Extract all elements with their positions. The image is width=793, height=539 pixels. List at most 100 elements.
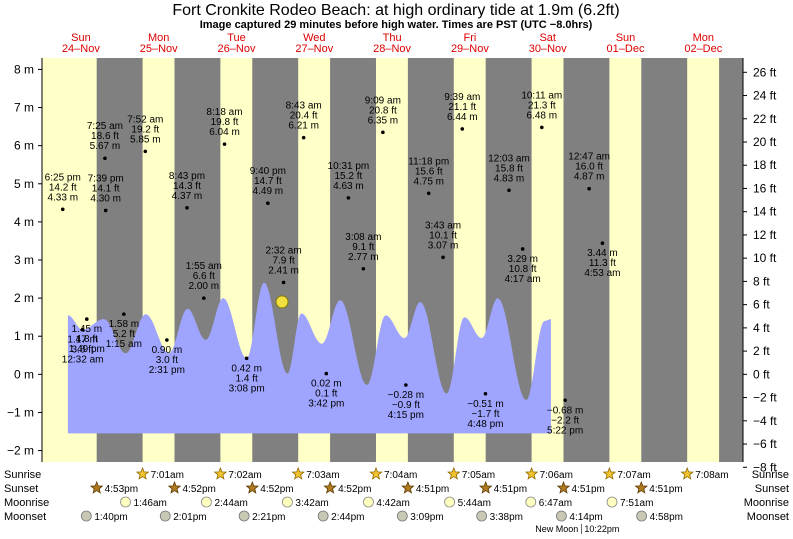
tide-ft-label: −0.9 ft <box>392 400 420 411</box>
tide-point <box>60 207 65 212</box>
row-label-moonrise: Moonrise <box>4 497 49 509</box>
sunset-icon <box>323 480 337 494</box>
sunrise-icon <box>369 466 383 480</box>
tide-time-label: 8:43 am <box>286 101 322 112</box>
sunset-time: 4:51pm <box>416 484 449 495</box>
tide-time-label: 9:40 pm <box>250 166 286 177</box>
tide-point <box>483 391 488 396</box>
left-tick-label: 2 m <box>14 291 34 305</box>
right-tick-label: 14 ft <box>753 205 777 219</box>
tide-point <box>324 371 329 376</box>
sunset-time: 4:52pm <box>338 484 371 495</box>
row-label-moonset: Moonset <box>4 511 46 523</box>
sunset-icon <box>167 480 182 494</box>
tide-time-label: 3:43 am <box>425 220 461 231</box>
astro-table: Sunrise Sunrise Sunset Sunset Moonrise Moonri… <box>4 466 789 534</box>
day-label-dow: Mon <box>693 32 714 44</box>
tide-time-label: 12:47 am <box>568 152 610 163</box>
day-label-dow: Sun <box>616 32 636 44</box>
tide-m-label: 6.04 m <box>209 127 240 138</box>
tide-ft-label: 7.9 ft <box>272 255 294 266</box>
tide-m-label: 2.77 m <box>348 252 379 263</box>
left-tick-label: 5 m <box>14 177 34 191</box>
chart-title: Fort Cronkite Rodeo Beach: at high ordin… <box>172 2 619 19</box>
day-label-date: 25–Nov <box>140 43 178 55</box>
tide-time-label: 1:15 am <box>106 339 142 350</box>
tide-ft-label: 1.4 ft <box>236 373 258 384</box>
day-labels: Sun24–NovMon25–NovTue26–NovWed27–NovThu2… <box>62 32 723 55</box>
sunrise-icon <box>680 466 694 480</box>
tide-point <box>587 186 591 191</box>
tide-m-label: 4.75 m <box>413 176 444 187</box>
row-label-moonrise-right: Moonrise <box>744 497 789 509</box>
tide-m-label: 5.67 m <box>90 141 121 152</box>
left-tick-label: 8 m <box>14 62 34 76</box>
moonset-icon <box>80 510 92 522</box>
right-tick-label: 12 ft <box>753 228 777 242</box>
sunset-icon <box>245 480 260 494</box>
tide-ft-label: 14.2 ft <box>49 182 77 193</box>
tide-time-label: 8:18 am <box>206 107 242 118</box>
axes: −2 m −1 m 0 m 1 m 2 m 3 m 4 m 5 m 6 m 7 m 8 m −8 ft… <box>7 58 777 474</box>
day-label-dow: Mon <box>148 32 169 44</box>
night-band <box>641 58 688 462</box>
right-tick-label: 24 ft <box>753 89 777 103</box>
moonset-icon <box>317 510 329 522</box>
sunrise-time: 7:03am <box>306 470 339 481</box>
tide-m-label: 4.49 m <box>253 186 284 197</box>
moonset-icon <box>556 510 567 522</box>
tide-area <box>67 282 551 434</box>
new-moon-label: New Moon <box>535 524 578 534</box>
tide-m-label: 5.85 m <box>130 134 161 145</box>
moonrise-icon <box>525 496 537 508</box>
tide-time-label: 7:25 am <box>87 121 123 132</box>
sunset-icon <box>556 480 571 494</box>
tide-point <box>381 130 385 135</box>
tide-m-label: −0.51 m <box>467 399 503 410</box>
tide-ft-label: 19.8 ft <box>211 117 239 128</box>
day-label-date: 28–Nov <box>373 43 411 55</box>
moonrise-icon <box>606 496 618 508</box>
moonset-icon <box>159 510 171 522</box>
tide-m-label: 2.41 m <box>268 265 299 276</box>
tide-time-label: 3:08 am <box>345 232 381 243</box>
tide-point <box>103 156 107 161</box>
moonset-time: 2:44pm <box>331 512 364 523</box>
tide-ft-label: 4.8 ft <box>76 334 98 345</box>
moonrise-time: 3:42am <box>295 498 328 509</box>
tide-point <box>301 135 306 140</box>
moonset-icon <box>238 510 250 522</box>
moonset-time: 4:58pm <box>650 512 683 523</box>
right-tick-label: 4 ft <box>753 321 770 335</box>
tide-point <box>361 266 366 271</box>
sunset-time: 4:51pm <box>571 484 604 495</box>
sunset-icon <box>89 480 104 494</box>
right-tick-label: 20 ft <box>753 135 777 149</box>
tide-m-label: 4.33 m <box>47 192 78 203</box>
tide-ft-label: 20.8 ft <box>369 105 397 116</box>
chart-subtitle: Image captured 29 minutes before high wa… <box>200 19 593 31</box>
moonset-time: 4:14pm <box>569 512 602 523</box>
tide-point <box>202 296 206 300</box>
tide-ft-label: 10.8 ft <box>509 264 537 275</box>
tide-ft-label: −1.7 ft <box>471 409 499 420</box>
tide-time-label: 3:08 pm <box>229 383 265 394</box>
right-tick-label: −2 ft <box>753 391 777 405</box>
row-label-sunset: Sunset <box>4 483 38 495</box>
tide-m-label: 0.42 m <box>231 363 262 374</box>
tide-m-label: 0.90 m <box>152 345 183 356</box>
tide-m-label: 3.44 m <box>587 248 618 259</box>
right-tick-label: −4 ft <box>753 414 777 428</box>
tide-point <box>244 356 249 361</box>
sunset-time: 4:52pm <box>260 484 293 495</box>
tide-m-label: 1.58 m <box>109 319 140 330</box>
row-label-moonset-right: Moonset <box>747 511 789 523</box>
tide-ft-label: 5.2 ft <box>113 329 135 340</box>
moonrise-time: 1:46am <box>134 498 167 509</box>
sunrise-icon <box>447 466 461 480</box>
moonrise-time: 6:47am <box>539 498 572 509</box>
tide-time-label: 7:39 pm <box>88 173 124 184</box>
sunrise-time: 7:08am <box>695 470 728 481</box>
day-label-date: 24–Nov <box>62 43 100 55</box>
